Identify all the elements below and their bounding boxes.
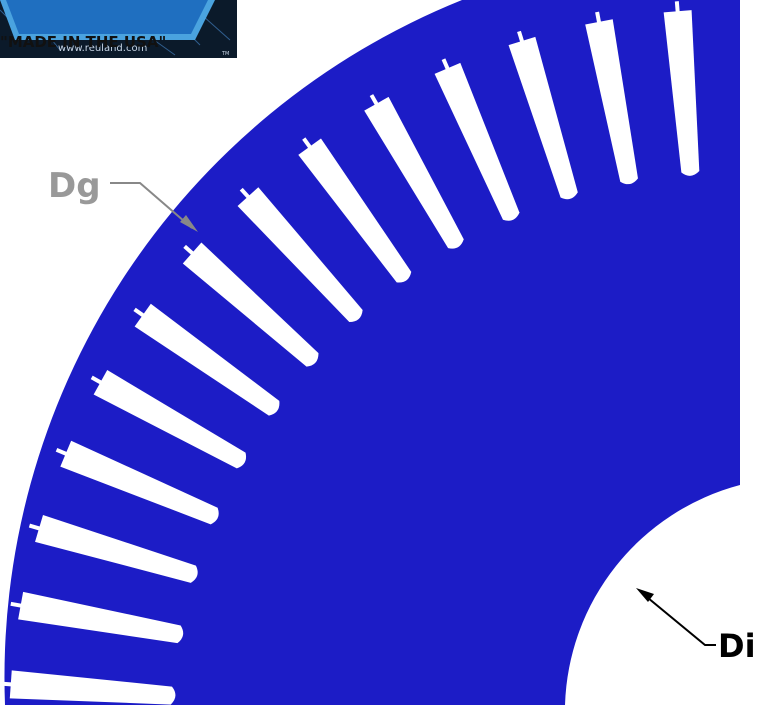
slot-opening <box>10 601 23 608</box>
logo-trademark: TM <box>221 51 229 57</box>
stator-slot <box>134 303 280 416</box>
stator-slot <box>35 514 198 583</box>
slot-opening <box>517 30 525 44</box>
di-label: Di <box>718 627 756 665</box>
dg-label: Dg <box>48 166 101 206</box>
stator-slot <box>60 440 219 525</box>
stator-slot <box>182 242 319 367</box>
dg-arrowhead <box>180 215 198 232</box>
company-logo: www.reuland.com TM <box>0 0 237 58</box>
stator-slot <box>18 591 184 644</box>
stator-slot <box>508 36 578 200</box>
slot-opening <box>133 307 146 318</box>
stator-slot <box>298 138 412 283</box>
slot-opening <box>674 1 680 14</box>
logo-tagline: "MADE IN THE USA" <box>0 33 167 51</box>
stator-slot <box>364 96 464 249</box>
stator-slot <box>663 10 700 176</box>
stator-slot <box>93 370 247 469</box>
slot-opening <box>55 447 69 457</box>
slot-opening <box>441 58 451 72</box>
slot-opening <box>239 187 251 200</box>
slot-opening <box>0 681 13 687</box>
stator-slot <box>9 670 176 705</box>
stator-slot <box>434 62 520 221</box>
di-leader-line <box>641 592 716 646</box>
logo-url: www.reuland.com <box>58 43 147 54</box>
dg-leader-line <box>110 182 193 229</box>
slot-opening <box>28 523 42 531</box>
di-arrowhead <box>636 588 654 602</box>
slot-opening <box>595 11 602 25</box>
stator-slot <box>237 187 363 323</box>
slot-opening <box>302 137 313 150</box>
slot-opening <box>369 94 380 107</box>
slot-opening <box>90 375 104 386</box>
stator-slot <box>742 8 757 175</box>
stator-slot <box>585 19 638 185</box>
stator-lamination <box>4 0 741 705</box>
slot-opening <box>183 244 195 256</box>
